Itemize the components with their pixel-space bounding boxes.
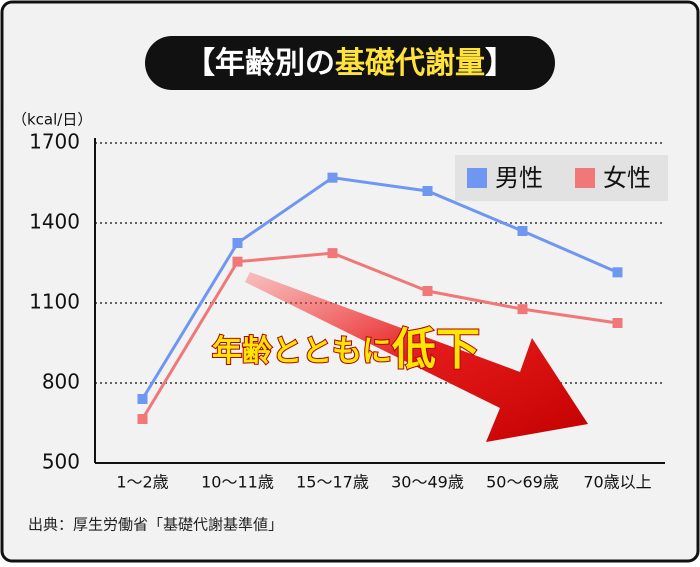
y-tick-label: 1100 bbox=[29, 290, 80, 314]
x-tick-label: 70歳以上 bbox=[583, 473, 651, 492]
legend-swatch bbox=[467, 168, 487, 188]
trend-arrow bbox=[245, 272, 588, 442]
legend-label: 女性 bbox=[603, 164, 651, 192]
data-point bbox=[137, 414, 148, 424]
y-unit: （kcal/日） bbox=[12, 111, 92, 129]
data-point bbox=[517, 226, 528, 236]
x-tick-label: 1～2歳 bbox=[116, 473, 168, 492]
data-line bbox=[141, 176, 619, 400]
data-point bbox=[137, 394, 148, 404]
data-point bbox=[422, 286, 433, 296]
legend-label: 男性 bbox=[495, 164, 543, 192]
annotation: 年齢とともに低下 bbox=[212, 324, 480, 375]
x-tick-label: 10～11歳 bbox=[201, 473, 274, 492]
data-point bbox=[517, 304, 528, 315]
data-point bbox=[327, 172, 338, 183]
title-part: 基礎代謝量 bbox=[335, 46, 485, 81]
y-tick-label: 500 bbox=[42, 450, 80, 474]
data-point bbox=[232, 256, 243, 267]
x-tick-label: 15～17歳 bbox=[296, 473, 369, 492]
x-tick-label: 50～69歳 bbox=[486, 473, 559, 492]
x-tick-label: 30～49歳 bbox=[391, 473, 464, 492]
data-point bbox=[232, 238, 243, 248]
data-point bbox=[612, 267, 623, 278]
title-part: 【年齢別の bbox=[185, 46, 335, 81]
title-pill bbox=[145, 36, 555, 90]
data-point bbox=[422, 186, 433, 196]
source: 出典：厚生労働省「基礎代謝基準値」 bbox=[28, 516, 283, 534]
annotation-part: 低下 bbox=[392, 324, 480, 375]
data-point bbox=[612, 318, 623, 328]
annotation-part: 年齢とともに bbox=[212, 334, 392, 369]
y-tick-label: 1400 bbox=[29, 210, 80, 234]
y-tick-label: 800 bbox=[42, 370, 80, 394]
title-part: 】 bbox=[485, 46, 515, 81]
y-tick-label: 1700 bbox=[29, 130, 80, 154]
chart-title: 【年齢別の基礎代謝量】 bbox=[185, 46, 515, 81]
legend-box bbox=[455, 155, 668, 201]
legend-swatch bbox=[575, 168, 595, 188]
data-point bbox=[327, 248, 338, 259]
data-line bbox=[141, 251, 618, 420]
